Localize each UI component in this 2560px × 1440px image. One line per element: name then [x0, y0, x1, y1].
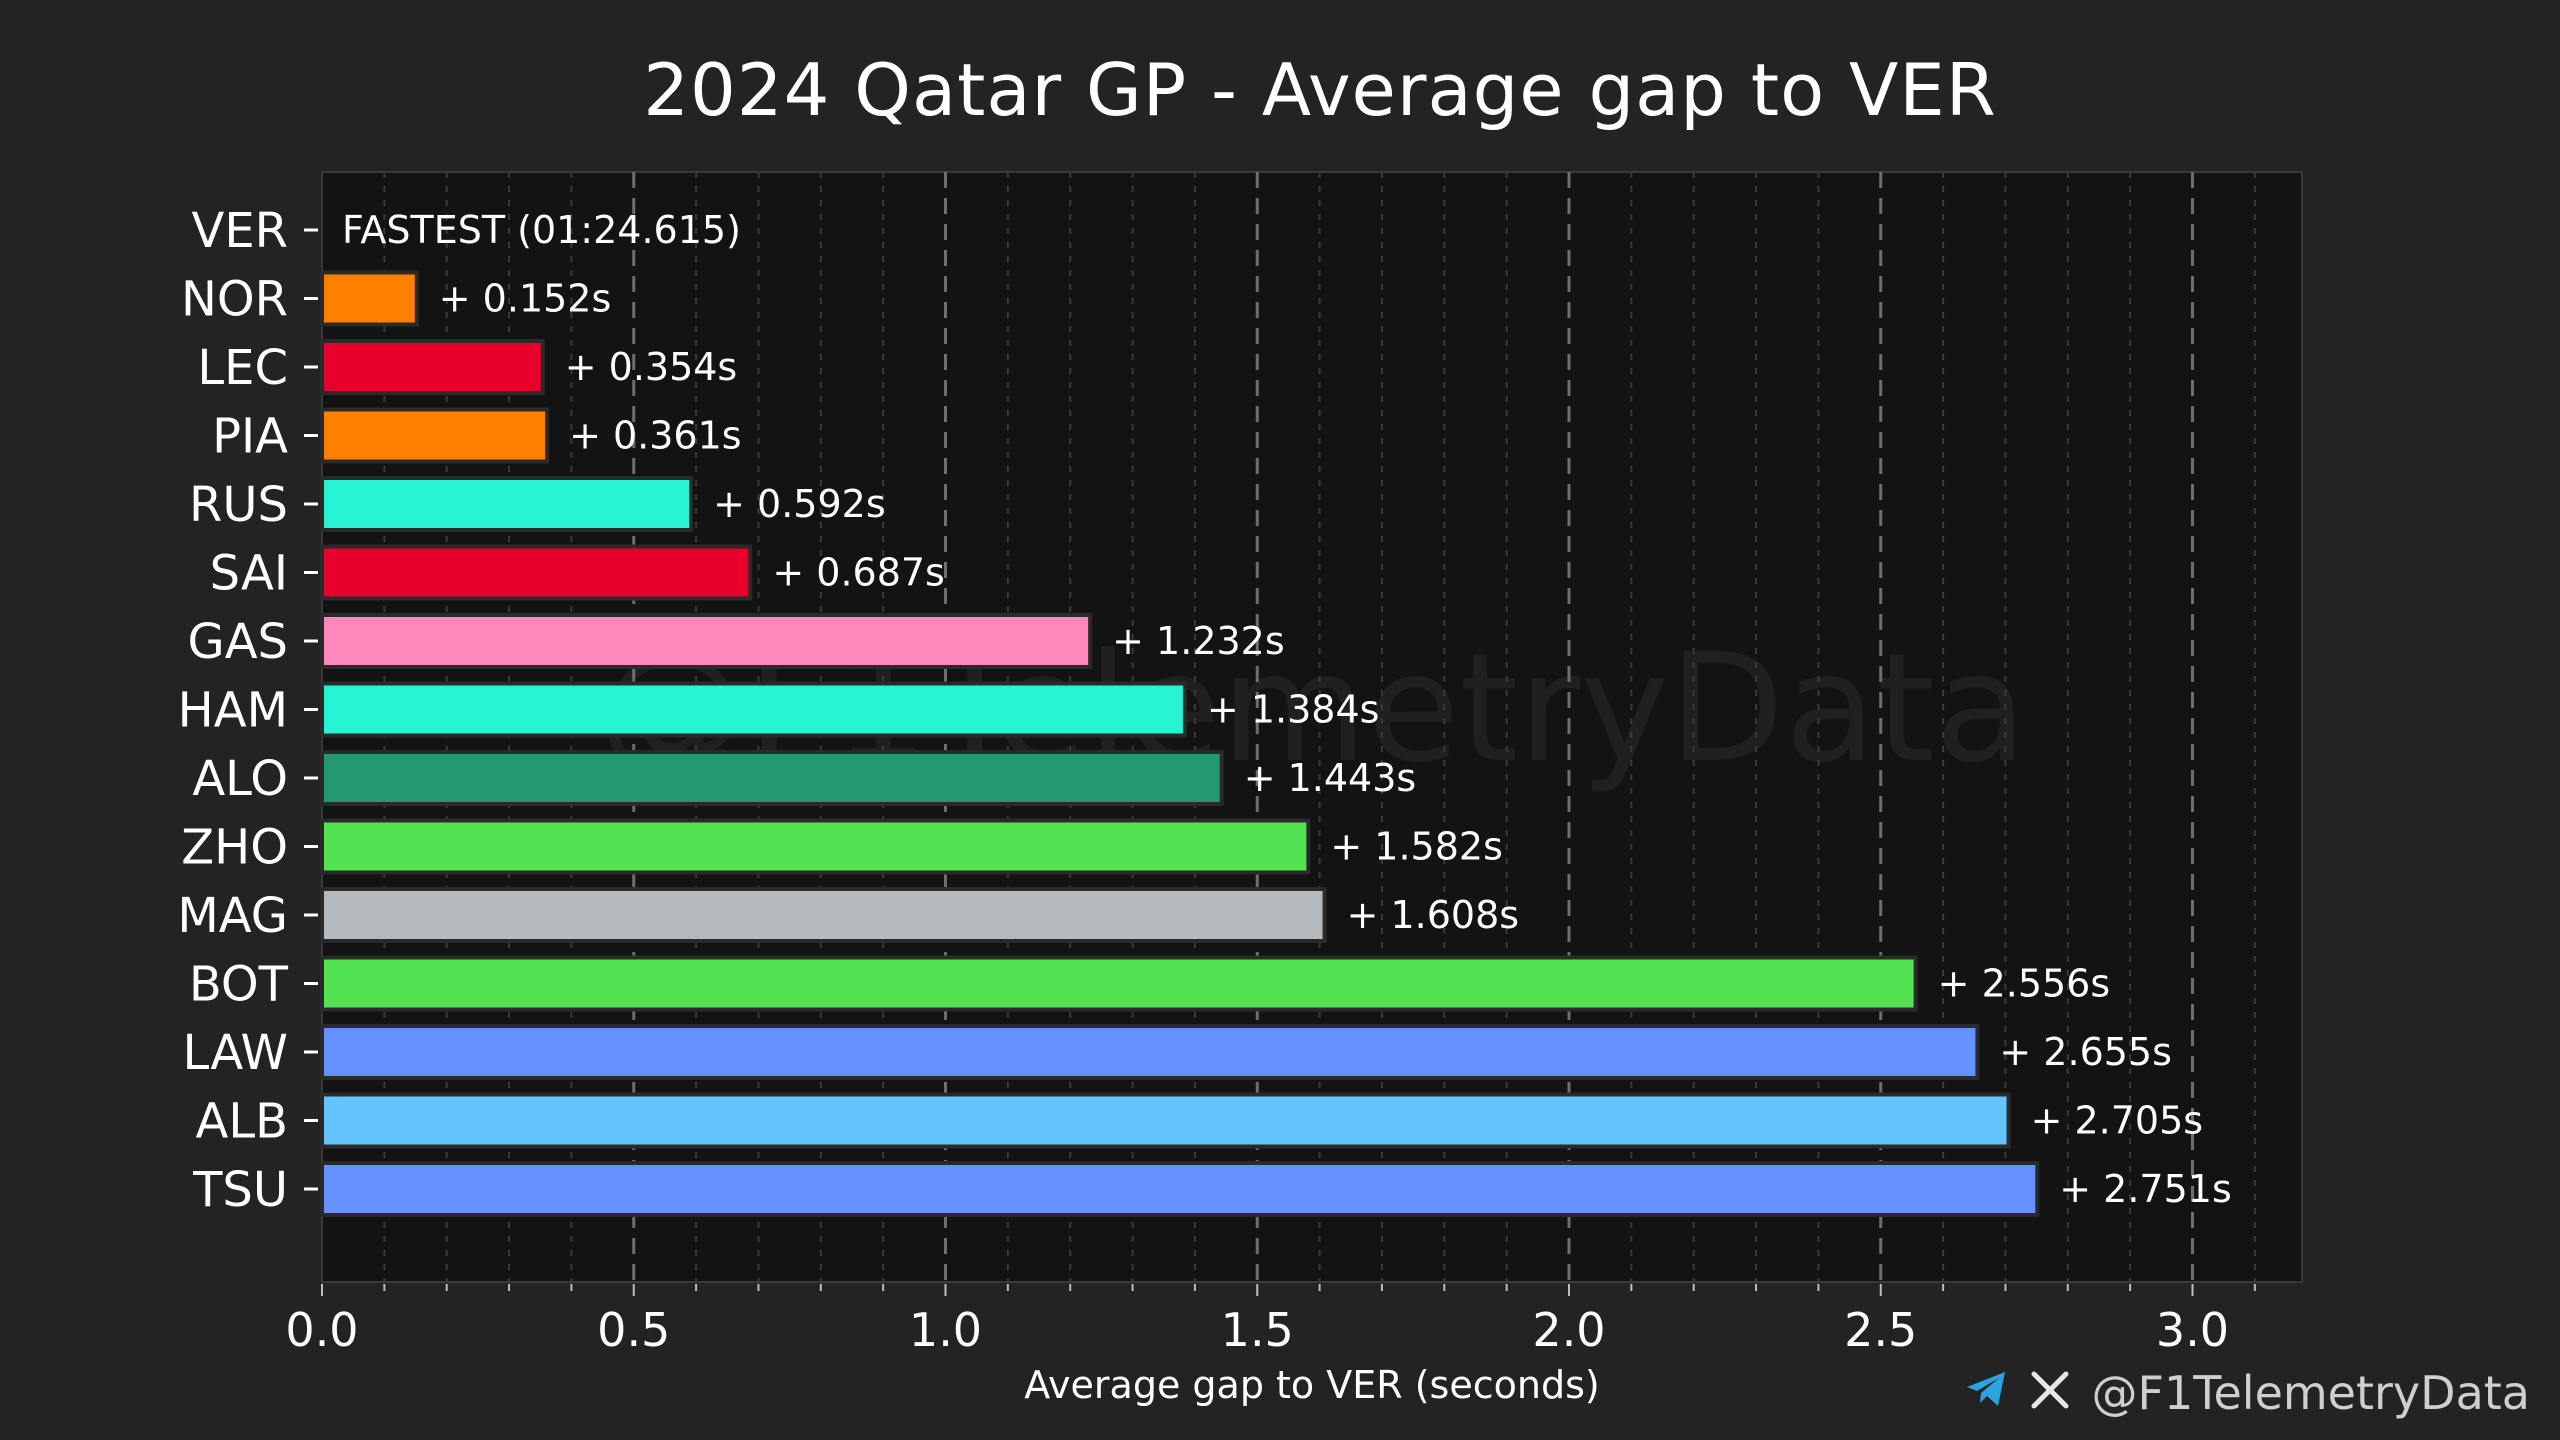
bar-mag [320, 887, 1327, 943]
bar-zho [320, 818, 1311, 875]
x-tick-label: 3.0 [2156, 1303, 2229, 1357]
x-tick-label: 0.0 [285, 1303, 358, 1357]
value-label-nor: + 0.152s [439, 277, 612, 321]
bars [320, 270, 2040, 1217]
y-tick-label-nor: NOR [181, 272, 288, 328]
y-tick-label-mag: MAG [177, 888, 288, 944]
y-tick-label-sai: SAI [210, 546, 288, 602]
y-tick-label-law: LAW [182, 1025, 288, 1081]
y-tick-label-alb: ALB [195, 1094, 288, 1150]
bar-rus [320, 476, 694, 532]
value-label-lec: + 0.354s [565, 345, 738, 389]
bar-nor [320, 270, 419, 327]
bar-bot [320, 955, 1918, 1012]
value-label-alb: + 2.705s [2031, 1099, 2204, 1143]
x-icon[interactable] [2031, 1366, 2069, 1420]
bar-alo [320, 750, 1224, 806]
y-tick-label-pia: PIA [212, 409, 288, 465]
bar-sai [320, 544, 753, 601]
y-tick-label-gas: GAS [188, 614, 289, 670]
bar-pia [320, 407, 550, 464]
bar-lec [320, 339, 545, 395]
x-tick-label: 2.0 [1532, 1303, 1605, 1357]
y-tick-label-ham: HAM [178, 683, 288, 739]
y-tick-label-rus: RUS [189, 477, 288, 533]
x-axis: 0.0 0.5 1.0 1.5 2.0 2.5 3.0 [285, 1284, 2256, 1357]
bar-tsu [320, 1161, 2040, 1217]
y-tick-label-tsu: TSU [192, 1162, 288, 1218]
bar-alb [320, 1092, 2011, 1149]
value-label-ver: FASTEST (01:24.615) [342, 208, 741, 252]
bar-gas [320, 613, 1093, 669]
x-tick-label: 0.5 [597, 1303, 670, 1357]
y-tick-label-lec: LEC [197, 340, 288, 396]
chart-title: 2024 Qatar GP - Average gap to VER [643, 48, 1997, 132]
x-axis-label: Average gap to VER (seconds) [1024, 1363, 1599, 1407]
value-labels: FASTEST (01:24.615) + 0.152s + 0.354s + 0.3… [342, 208, 2232, 1211]
footer-credit: @F1TelemetryData [1965, 1366, 2530, 1420]
value-label-sai: + 0.687s [772, 551, 945, 595]
value-label-zho: + 1.582s [1330, 825, 1503, 869]
x-tick-label: 1.5 [1221, 1303, 1294, 1357]
y-tick-label-alo: ALO [192, 751, 288, 807]
value-label-ham: + 1.384s [1207, 688, 1380, 732]
y-axis: VER NOR LEC PIA RUS SAI GAS HAM ALO ZHO MAG BOT LAW A… [177, 203, 318, 1218]
y-tick-label-bot: BOT [189, 957, 289, 1013]
telegram-icon[interactable] [1965, 1366, 2009, 1420]
value-label-tsu: + 2.751s [2059, 1167, 2232, 1211]
value-label-bot: + 2.556s [1938, 962, 2111, 1006]
value-label-law: + 2.655s [1999, 1030, 2172, 1074]
value-label-rus: + 0.592s [713, 482, 886, 526]
footer-handle[interactable]: @F1TelemetryData [2091, 1366, 2530, 1420]
value-label-gas: + 1.232s [1112, 619, 1285, 663]
value-label-pia: + 0.361s [569, 414, 742, 458]
y-tick-label-zho: ZHO [181, 820, 288, 876]
x-tick-label: 2.5 [1844, 1303, 1917, 1357]
bar-law [320, 1024, 1980, 1080]
value-label-mag: + 1.608s [1347, 893, 1520, 937]
value-label-alo: + 1.443s [1244, 756, 1417, 800]
x-tick-label: 1.0 [909, 1303, 982, 1357]
y-tick-label-ver: VER [191, 203, 288, 259]
bar-ham [320, 681, 1187, 738]
